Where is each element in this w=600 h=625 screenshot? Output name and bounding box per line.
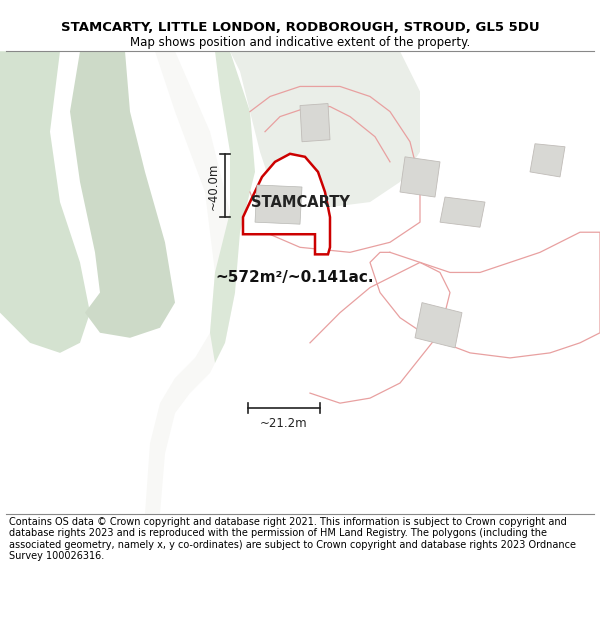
Text: STAMCARTY: STAMCARTY xyxy=(251,194,349,209)
Polygon shape xyxy=(530,144,565,177)
Text: STAMCARTY, LITTLE LONDON, RODBOROUGH, STROUD, GL5 5DU: STAMCARTY, LITTLE LONDON, RODBOROUGH, ST… xyxy=(61,21,539,34)
Polygon shape xyxy=(243,154,330,254)
Text: Contains OS data © Crown copyright and database right 2021. This information is : Contains OS data © Crown copyright and d… xyxy=(9,517,576,561)
Polygon shape xyxy=(0,51,90,353)
Text: Map shows position and indicative extent of the property.: Map shows position and indicative extent… xyxy=(130,36,470,49)
Text: ~40.0m: ~40.0m xyxy=(206,162,220,209)
Text: ~21.2m: ~21.2m xyxy=(260,417,308,430)
Polygon shape xyxy=(70,51,175,338)
Polygon shape xyxy=(400,157,440,197)
Polygon shape xyxy=(145,51,235,514)
Polygon shape xyxy=(415,302,462,348)
Text: ~572m²/~0.141ac.: ~572m²/~0.141ac. xyxy=(216,270,374,285)
Polygon shape xyxy=(440,197,485,228)
Polygon shape xyxy=(230,51,420,207)
Polygon shape xyxy=(255,185,302,224)
Polygon shape xyxy=(210,51,255,363)
Polygon shape xyxy=(300,104,330,142)
